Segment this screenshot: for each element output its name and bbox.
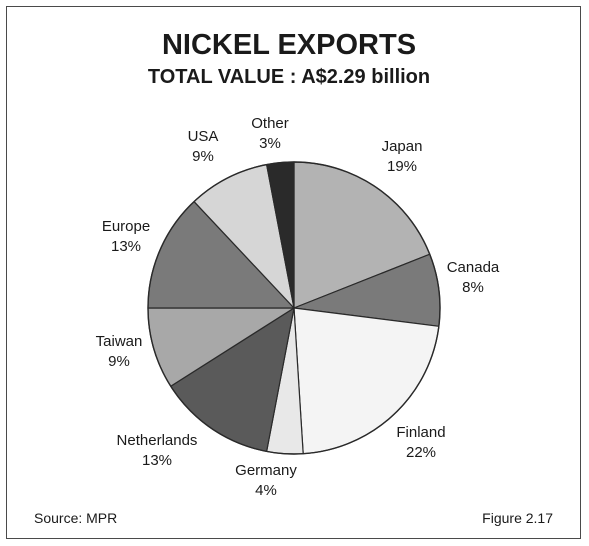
slice-value-taiwan: 9% — [108, 353, 130, 370]
slice-label-netherlands: Netherlands — [117, 432, 198, 449]
slice-value-usa: 9% — [192, 148, 214, 165]
slice-label-taiwan: Taiwan — [96, 333, 143, 350]
slice-label-usa: USA — [188, 128, 219, 145]
slice-value-europe: 13% — [111, 238, 141, 255]
chart-subtitle: TOTAL VALUE : A$2.29 billion — [148, 66, 430, 88]
slice-label-europe: Europe — [102, 218, 150, 235]
slice-label-finland: Finland — [396, 424, 445, 441]
slice-value-germany: 4% — [255, 482, 277, 499]
slice-value-netherlands: 13% — [142, 452, 172, 469]
figure-number: Figure 2.17 — [482, 510, 553, 526]
slice-value-canada: 8% — [462, 279, 484, 296]
pie-slices — [147, 161, 441, 455]
slice-labels: Japan 19% Canada 8% Finland 22% Germany 4% Nethe… — [96, 115, 500, 499]
source-note: Source: MPR — [34, 510, 117, 526]
slice-label-other: Other — [251, 115, 289, 132]
slice-value-finland: 22% — [406, 444, 436, 461]
chart-title: NICKEL EXPORTS — [162, 29, 416, 61]
slice-value-other: 3% — [259, 135, 281, 152]
slice-label-japan: Japan — [382, 138, 423, 155]
pie-outline — [147, 161, 441, 455]
slice-label-canada: Canada — [447, 259, 500, 276]
slice-value-japan: 19% — [387, 158, 417, 175]
slice-label-germany: Germany — [235, 462, 297, 479]
